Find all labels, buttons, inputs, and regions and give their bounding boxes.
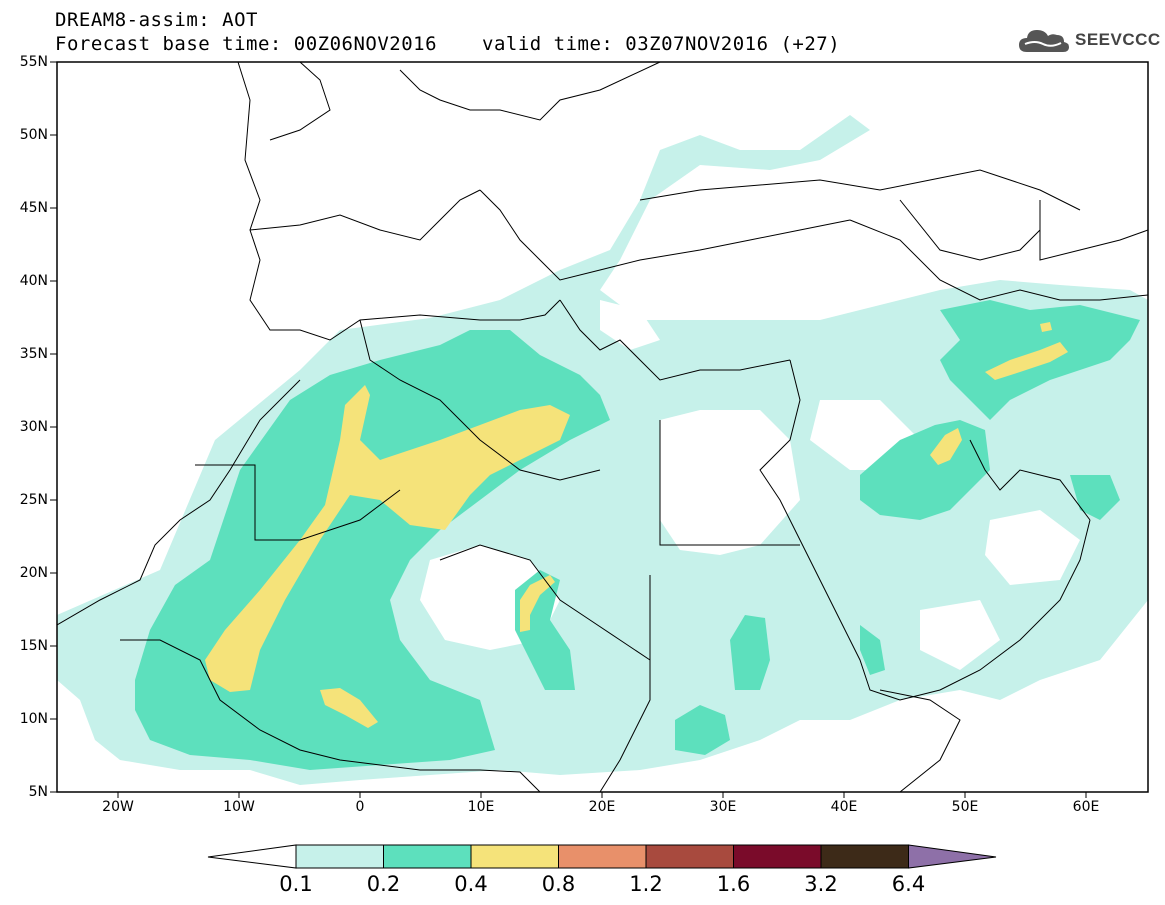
- colorbar-cell-5: [645, 844, 734, 869]
- colorbar-cell-7: [820, 844, 909, 869]
- lat-label: 20N: [19, 565, 48, 581]
- lon-label: 10W: [223, 799, 255, 815]
- colorbar-cell-4: [558, 844, 647, 869]
- lat-label: 35N: [19, 346, 48, 362]
- aot-level-0.4: [205, 322, 1068, 728]
- lon-label: 40E: [830, 799, 858, 815]
- lat-label: 40N: [19, 273, 48, 289]
- lat-label: 45N: [19, 200, 48, 216]
- lon-label: 60E: [1072, 799, 1100, 815]
- lat-label: 55N: [19, 54, 48, 70]
- cloud-icon: [1019, 30, 1069, 52]
- lon-label: 0: [355, 799, 365, 815]
- colorbar-cell-3: [470, 844, 559, 869]
- forecast-base-time: Forecast base time: 00Z06NOV2016: [55, 33, 438, 55]
- colorbar-label: 1.2: [629, 872, 663, 896]
- colorbar-cell-1: [295, 844, 384, 869]
- lat-label: 25N: [19, 492, 48, 508]
- aot-below-0.1: [420, 300, 1080, 670]
- lon-label: 20W: [102, 799, 134, 815]
- lon-label: 10E: [467, 799, 495, 815]
- aot-field: [57, 115, 1148, 785]
- axis-ticks: [50, 61, 1087, 798]
- logo-text: SEEVCCC: [1075, 30, 1161, 49]
- colorbar-label: 0.4: [454, 872, 488, 896]
- coastlines: [57, 62, 1148, 792]
- lat-label: 30N: [19, 419, 48, 435]
- lat-label: 5N: [28, 784, 48, 800]
- lon-label: 20E: [588, 799, 616, 815]
- colorbar-under-arrow: [207, 844, 297, 869]
- lon-label: 50E: [951, 799, 979, 815]
- seevccc-logo: SEEVCCC: [1017, 23, 1161, 57]
- colorbar-cell-2: [383, 844, 472, 869]
- colorbar-label: 3.2: [804, 872, 838, 896]
- valid-time: valid time: 03Z07NOV2016 (+27): [482, 33, 841, 55]
- lon-label: 30E: [709, 799, 737, 815]
- colorbar-label: 0.1: [279, 872, 313, 896]
- lat-label: 50N: [19, 127, 48, 143]
- colorbar-label: 0.2: [366, 872, 401, 896]
- colorbar: [207, 844, 997, 869]
- lat-label: 10N: [19, 711, 48, 727]
- colorbar-label: 0.8: [541, 872, 576, 896]
- colorbar-cell-6: [733, 844, 822, 869]
- map-title: DREAM8-assim: AOT: [55, 9, 258, 31]
- colorbar-label: 1.6: [716, 872, 751, 896]
- colorbar-label: 6.4: [891, 872, 926, 896]
- colorbar-over-arrow: [908, 844, 997, 869]
- lat-label: 15N: [19, 638, 48, 654]
